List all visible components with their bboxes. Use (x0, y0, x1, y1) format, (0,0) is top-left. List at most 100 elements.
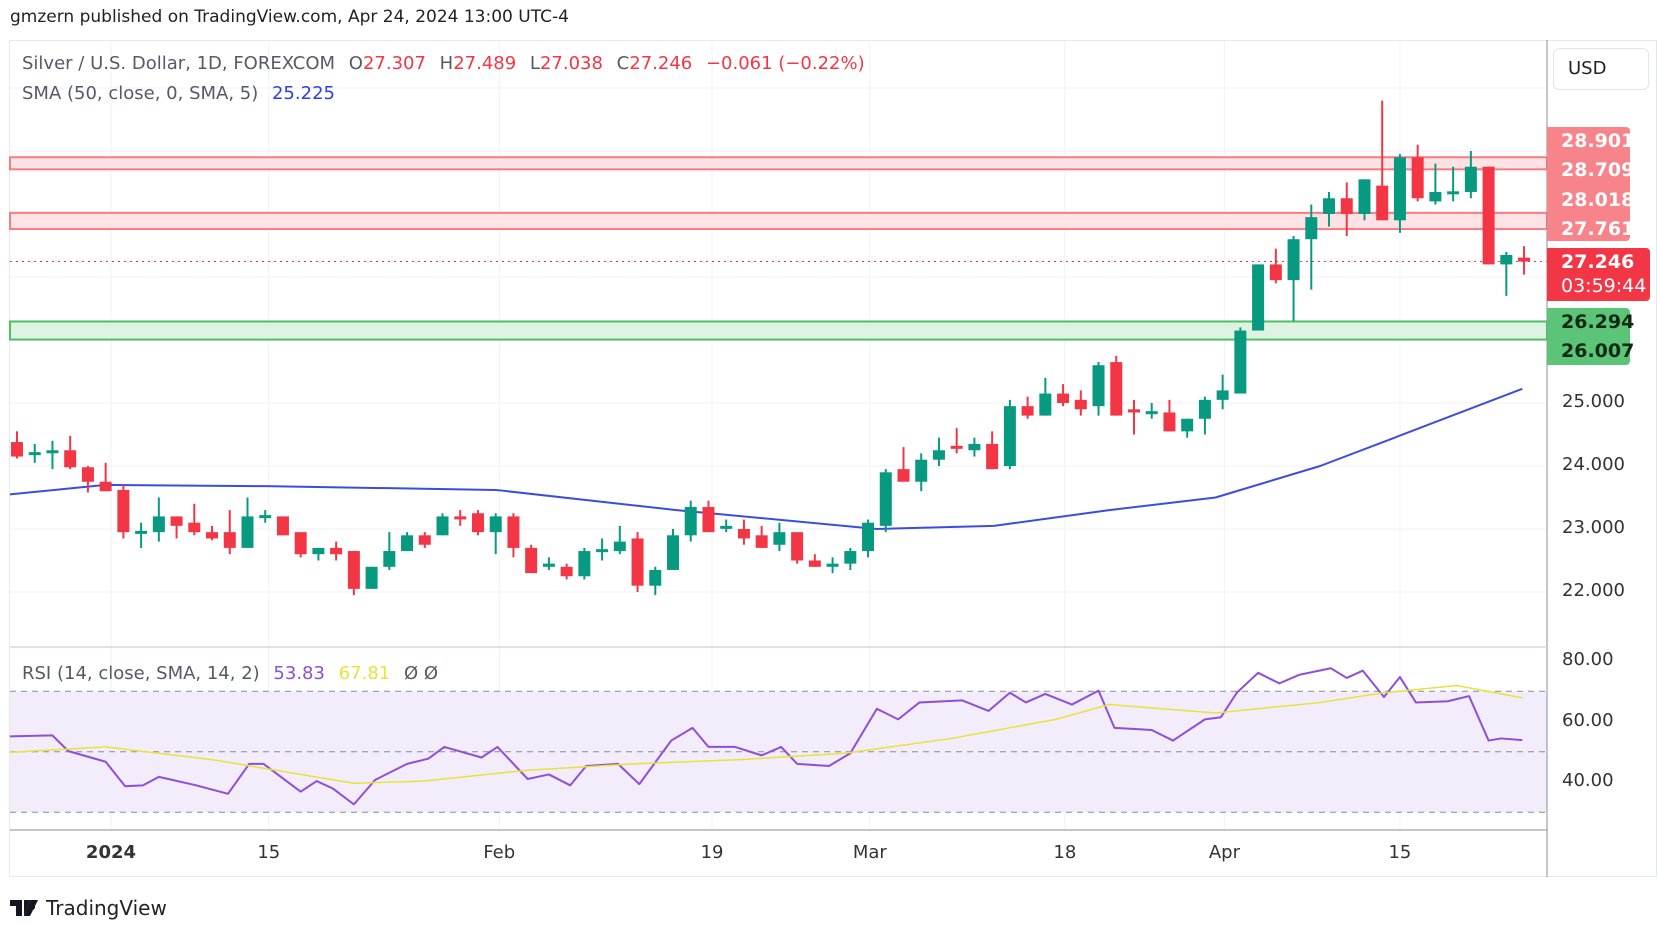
candle-body (1003, 406, 1016, 466)
candle-up (932, 437, 945, 466)
candle-up (1216, 374, 1229, 410)
candle-body (720, 525, 733, 529)
high-label: H (439, 53, 454, 74)
candle-up (1429, 163, 1442, 205)
price-tick-label: 22.000 (1562, 580, 1625, 601)
candle-down (330, 541, 343, 561)
candle-up (1500, 251, 1513, 296)
candle-down (117, 484, 130, 539)
rsi-label: RSI (14, close, SMA, 14, 2) (22, 663, 260, 684)
candle-down (791, 532, 804, 564)
candle-up (241, 497, 254, 548)
candle-body (968, 443, 981, 451)
candle-body (986, 443, 999, 470)
candle-up (1464, 151, 1477, 199)
candle-body (330, 547, 343, 555)
last-price-box (1547, 248, 1650, 301)
sma-legend[interactable]: SMA (50, close, 0, SMA, 5) 25.225 (22, 83, 343, 104)
candle-down (755, 525, 768, 548)
rsi-legend[interactable]: RSI (14, close, SMA, 14, 2) 53.83 67.81 … (22, 663, 446, 684)
rsi-sma-line (9, 684, 1523, 784)
candle-body (1393, 157, 1406, 221)
candle-body (1216, 390, 1229, 400)
rsi-tick-label: 60.00 (1562, 709, 1614, 731)
symbol-legend: Silver / U.S. Dollar, 1D, FOREXCOM O27.3… (22, 53, 873, 74)
candle-body (1163, 412, 1176, 432)
candle-down (99, 462, 112, 492)
candle-body (1323, 198, 1336, 214)
candle-body (702, 506, 715, 533)
candle-down (223, 510, 236, 555)
candle-down (1340, 182, 1353, 237)
candle-down (1482, 166, 1495, 265)
candle-up (1003, 399, 1016, 470)
candle-up (1198, 396, 1211, 435)
candle-body (755, 535, 768, 548)
candle-up (667, 529, 680, 570)
support-label-2: 26.007 (1561, 340, 1635, 362)
candle-body (347, 551, 360, 589)
resistance-label-box (1547, 127, 1630, 241)
candles (11, 100, 1531, 596)
resistance-label-2: 28.709 (1561, 159, 1635, 181)
candle-down (631, 532, 644, 592)
low-value: 27.038 (539, 53, 603, 74)
close-label: C (616, 53, 630, 74)
candle-body (879, 472, 892, 526)
candle-body (542, 563, 555, 567)
tradingview-logo-icon (10, 900, 38, 916)
candle-body (436, 516, 449, 536)
candle-up (773, 522, 786, 552)
publish-info: gmzern published on TradingView.com, Apr… (10, 7, 569, 27)
candle-body (1447, 191, 1460, 195)
candle-body (1411, 157, 1424, 199)
candle-up (1181, 418, 1194, 438)
time-tick-label: 19 (700, 842, 724, 863)
candle-down (1021, 396, 1034, 419)
candle-down (454, 510, 467, 526)
candle-body (1021, 406, 1034, 416)
candle-up (1447, 166, 1460, 202)
candle-down (64, 435, 77, 470)
candle-up (968, 437, 981, 457)
candle-body (791, 532, 804, 561)
candle-body (915, 459, 928, 482)
candle-down (188, 503, 201, 536)
candle-up (135, 522, 148, 548)
candle-body (294, 532, 307, 555)
candle-body (1482, 166, 1495, 265)
candle-up (1287, 236, 1300, 322)
candle-body (1074, 399, 1087, 410)
candle-up (720, 519, 733, 533)
candle-body (1181, 418, 1194, 432)
candle-body (99, 481, 112, 492)
candle-body (1287, 239, 1300, 281)
candle-down (1110, 355, 1123, 416)
candle-body (507, 516, 520, 548)
candle-up (401, 532, 414, 552)
price-tick-label: 24.000 (1562, 454, 1625, 475)
currency-button[interactable]: USD (1553, 48, 1649, 90)
candle-down (1057, 384, 1070, 407)
candle-down (206, 525, 219, 541)
candle-body (1039, 393, 1052, 416)
candle-body (862, 522, 875, 552)
candle-body (418, 535, 431, 545)
candle-up (578, 547, 591, 580)
candle-down (11, 431, 23, 459)
rsi-tick-label: 80.00 (1562, 649, 1614, 670)
candle-up (489, 513, 502, 555)
candle-up (1358, 179, 1371, 221)
sma-line (9, 387, 1523, 530)
candle-body (489, 516, 502, 533)
candle-body (1145, 411, 1158, 415)
candle-body (844, 551, 857, 564)
last-price-label: 27.246 (1561, 251, 1635, 273)
candle-body (1234, 330, 1247, 394)
candle-up (1234, 327, 1247, 394)
support-zone (9, 320, 1548, 341)
candle-up (436, 513, 449, 536)
tradingview-logo[interactable]: TradingView (10, 896, 167, 920)
candle-up (259, 510, 272, 523)
